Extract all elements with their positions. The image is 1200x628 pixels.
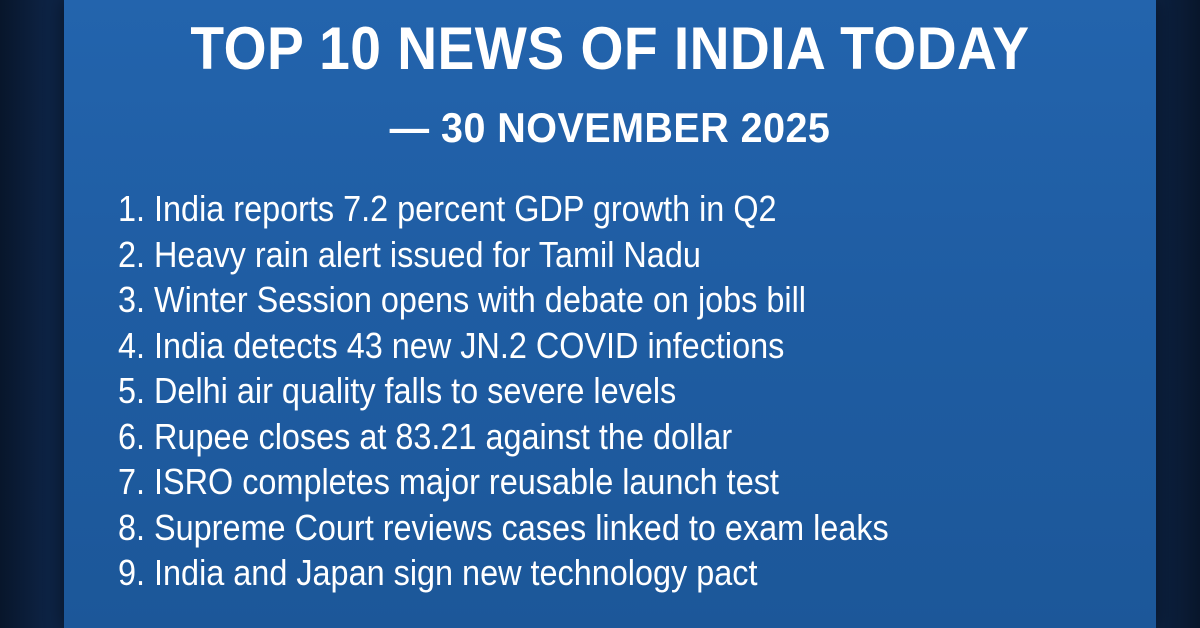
news-list: 1. India reports 7.2 percent GDP growth …: [118, 186, 974, 596]
news-item-1: 1. India reports 7.2 percent GDP growth …: [118, 188, 777, 229]
news-item-8: 8. Supreme Court reviews cases linked to…: [118, 506, 889, 548]
news-item-6: 6. Rupee closes at 83.21 against the dol…: [118, 415, 733, 457]
news-item-4: 4. India detects 43 new JN.2 COVID infec…: [118, 324, 785, 366]
page-title: TOP 10 NEWS OF INDIA TODAY: [190, 15, 1030, 82]
news-item-7: 7. ISRO completes major reusable launch …: [118, 461, 779, 502]
news-item-2: 2. Heavy rain alert issued for Tamil Nad…: [118, 233, 701, 275]
news-item-5: 5. Delhi air quality falls to severe lev…: [118, 370, 677, 411]
news-item-9: 9. India and Japan sign new technology p…: [118, 552, 758, 593]
news-card: TOP 10 NEWS OF INDIA TODAY — 30 NOVEMBER…: [64, 0, 1156, 628]
date-subtitle: — 30 NOVEMBER 2025: [389, 104, 831, 151]
news-item-3: 3. Winter Session opens with debate on j…: [118, 279, 806, 320]
